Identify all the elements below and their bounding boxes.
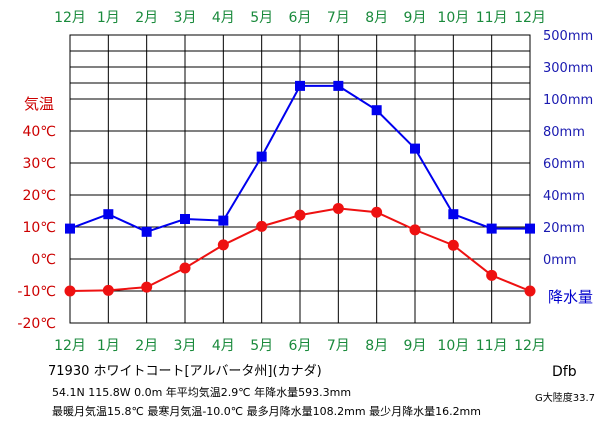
y-tick-left: 10℃ <box>22 220 56 236</box>
precipitation-point <box>256 151 267 162</box>
precipitation-point <box>103 209 114 220</box>
station-info-line1: 54.1N 115.8W 0.0m 年平均気温2.9℃ 年降水量593.3mm <box>52 386 352 399</box>
x-tick-label: 2月 <box>135 10 158 26</box>
temperature-point <box>64 285 76 297</box>
y-tick-left: 30℃ <box>22 156 56 172</box>
y-tick-left: 40℃ <box>22 124 56 140</box>
precipitation-point <box>525 223 535 234</box>
temperature-point <box>256 220 268 232</box>
x-tick-label: 8月 <box>365 10 388 26</box>
precipitation-point <box>410 143 420 154</box>
y-tick-left: 20℃ <box>22 188 56 204</box>
x-tick-label: 2月 <box>135 338 158 354</box>
x-tick-label: 1月 <box>97 338 120 354</box>
y-axis-left: 40℃ 30℃ 20℃ 10℃ 0℃ -10℃ -20℃ <box>17 124 56 332</box>
climate-classification: Dfb <box>552 364 577 380</box>
temperature-point <box>141 281 153 293</box>
y-tick-right: 60mm <box>543 157 585 172</box>
x-tick-label: 11月 <box>476 338 508 354</box>
x-tick-label: 12月 <box>54 338 86 354</box>
continentality-index: G大陸度33.7 <box>535 393 596 404</box>
temperature-point <box>332 202 344 214</box>
x-tick-label: 8月 <box>365 338 388 354</box>
right-axis-label: 降水量 <box>548 288 593 306</box>
precipitation-point <box>295 80 305 91</box>
chart-grid <box>69 34 531 324</box>
precipitation-point <box>371 105 382 116</box>
x-tick-label: 5月 <box>250 338 273 354</box>
y-tick-right: 0mm <box>543 253 577 268</box>
x-tick-label: 12月 <box>514 338 546 354</box>
y-tick-left: 0℃ <box>31 252 56 268</box>
y-tick-left: -20℃ <box>17 316 56 332</box>
x-tick-label: 11月 <box>476 10 508 26</box>
temperature-point <box>524 285 536 297</box>
x-tick-label: 3月 <box>174 338 197 354</box>
precipitation-point <box>218 215 229 226</box>
x-axis-top: 12月 1月 2月 3月 4月 5月 6月 7月 8月 9月 10月 11月 12月 <box>54 10 546 26</box>
x-tick-label: 1月 <box>97 10 120 26</box>
temperature-point <box>409 224 421 236</box>
precipitation-point <box>180 214 190 224</box>
x-tick-label: 7月 <box>327 338 350 354</box>
y-tick-right: 20mm <box>543 221 585 236</box>
temperature-point <box>179 262 191 274</box>
temperature-point <box>217 239 229 251</box>
precipitation-point <box>65 223 75 234</box>
temperature-point <box>294 209 306 221</box>
x-tick-label: 12月 <box>54 10 86 26</box>
temperature-point <box>102 284 114 296</box>
left-axis-label: 気温 <box>24 95 54 113</box>
x-tick-label: 7月 <box>327 10 350 26</box>
y-tick-right: 80mm <box>543 125 585 140</box>
x-axis-bottom: 12月 1月 2月 3月 4月 5月 6月 7月 8月 9月 10月 11月 12月 <box>54 338 546 354</box>
precipitation-point <box>333 80 344 91</box>
y-axis-right: 500mm 300mm 100mm 80mm 60mm 40mm 20mm 0mm <box>543 29 593 268</box>
temperature-point <box>371 206 383 218</box>
precipitation-point <box>448 209 459 220</box>
x-tick-label: 3月 <box>174 10 197 26</box>
temperature-point <box>486 269 498 281</box>
y-tick-right: 300mm <box>543 61 593 76</box>
x-tick-label: 10月 <box>437 10 469 26</box>
temperature-point <box>447 239 459 251</box>
x-tick-label: 5月 <box>250 10 273 26</box>
x-tick-label: 10月 <box>437 338 469 354</box>
precipitation-point <box>141 226 152 237</box>
station-info-line2: 最暖月気温15.8℃ 最寒月気温-10.0℃ 最多月降水量108.2mm 最少月… <box>52 405 481 418</box>
y-tick-right: 500mm <box>543 29 593 44</box>
y-tick-left: -10℃ <box>17 284 56 300</box>
x-tick-label: 6月 <box>289 10 312 26</box>
y-tick-right: 100mm <box>543 93 593 108</box>
x-tick-label: 12月 <box>514 10 546 26</box>
station-title: 71930 ホワイトコート[アルバータ州](カナダ) <box>48 364 322 379</box>
x-tick-label: 6月 <box>289 338 312 354</box>
x-tick-label: 9月 <box>404 338 427 354</box>
x-tick-label: 4月 <box>212 338 235 354</box>
precipitation-point <box>486 223 497 234</box>
x-tick-label: 4月 <box>212 10 235 26</box>
series-markers <box>64 80 536 297</box>
x-tick-label: 9月 <box>404 10 427 26</box>
y-tick-right: 40mm <box>543 189 585 204</box>
